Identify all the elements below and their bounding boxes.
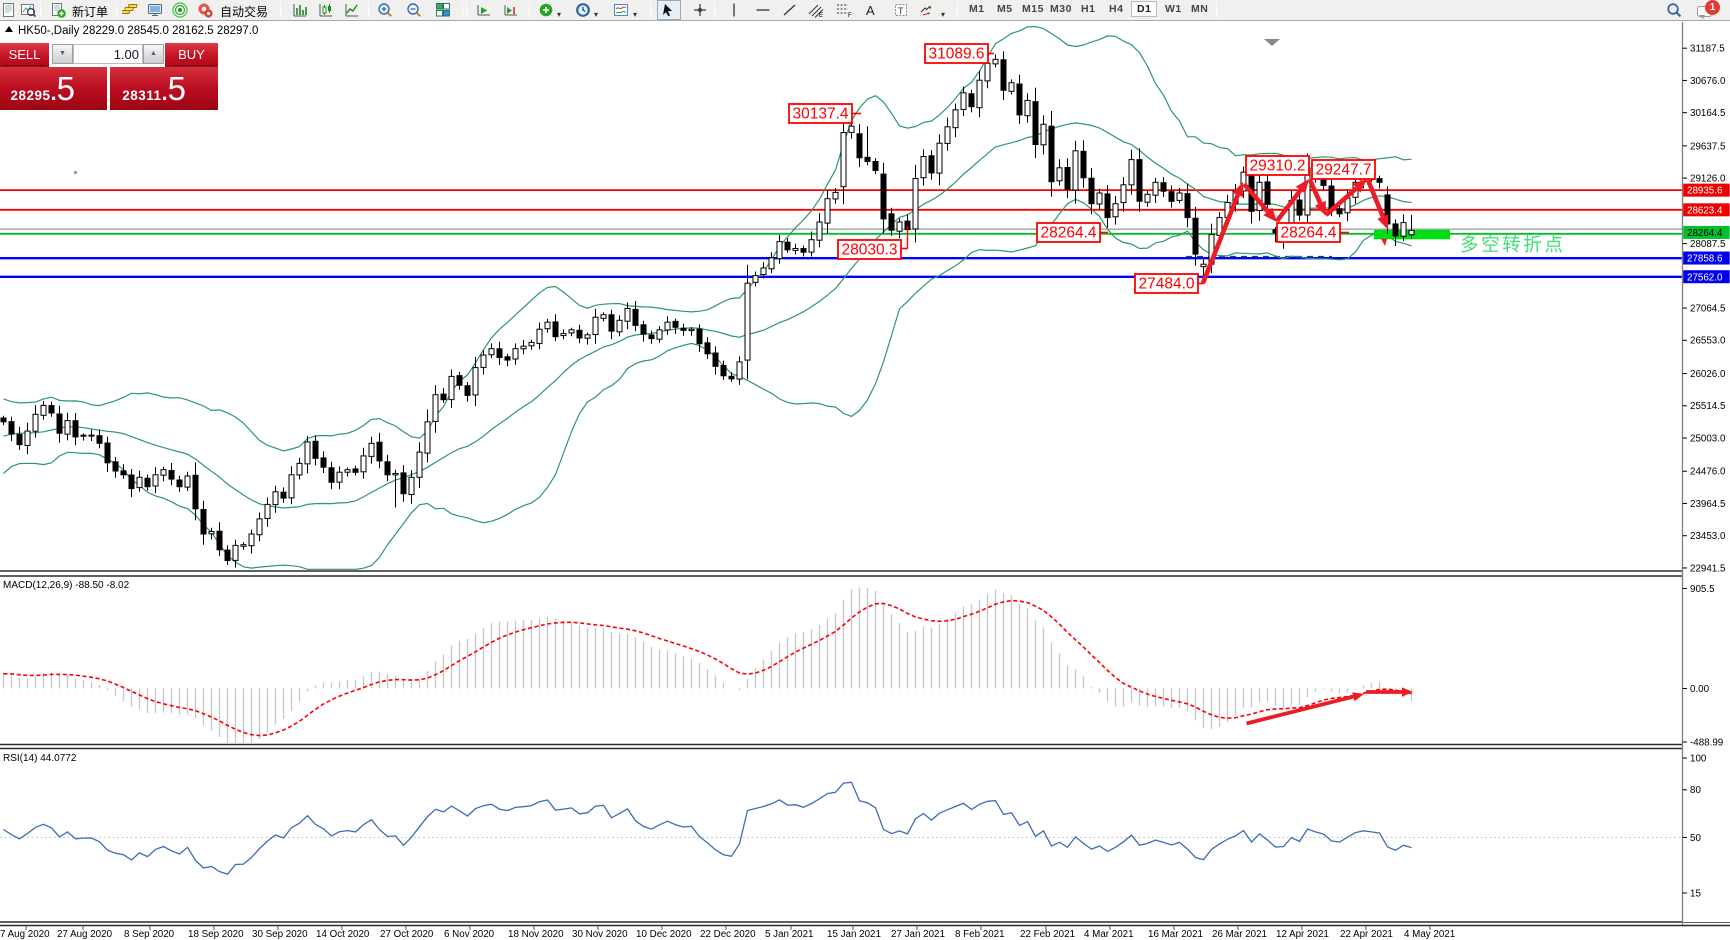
svg-text:24476.0: 24476.0 — [1690, 467, 1726, 478]
svg-text:28087.5: 28087.5 — [1690, 239, 1726, 250]
svg-text:27484.0: 27484.0 — [1138, 276, 1194, 293]
svg-text:31187.5: 31187.5 — [1690, 44, 1725, 55]
svg-text:0.00: 0.00 — [1690, 684, 1710, 695]
svg-text:28264.4: 28264.4 — [1687, 228, 1723, 239]
svg-text:27 Oct 2020: 27 Oct 2020 — [380, 929, 434, 940]
svg-text:27 Aug 2020: 27 Aug 2020 — [57, 929, 113, 940]
svg-text:F: F — [848, 13, 852, 18]
svg-text:905.5: 905.5 — [1690, 584, 1715, 595]
svg-text:25003.0: 25003.0 — [1690, 433, 1726, 444]
svg-text:6 Nov 2020: 6 Nov 2020 — [444, 929, 495, 940]
svg-text:18 Sep 2020: 18 Sep 2020 — [188, 929, 244, 940]
svg-text:22 Dec 2020: 22 Dec 2020 — [700, 929, 756, 940]
svg-text:23453.0: 23453.0 — [1690, 531, 1726, 542]
svg-text:26026.0: 26026.0 — [1690, 369, 1726, 380]
svg-text:28935.6: 28935.6 — [1687, 186, 1723, 197]
svg-text:22 Apr 2021: 22 Apr 2021 — [1340, 929, 1393, 940]
svg-text:28264.4: 28264.4 — [1280, 225, 1336, 242]
svg-text:30 Sep 2020: 30 Sep 2020 — [252, 929, 308, 940]
svg-text:30676.0: 30676.0 — [1690, 76, 1726, 87]
svg-text:12 Apr 2021: 12 Apr 2021 — [1276, 929, 1329, 940]
svg-text:29637.5: 29637.5 — [1690, 141, 1726, 152]
svg-text:80: 80 — [1690, 785, 1701, 796]
svg-text:MACD(12,26,9) -88.50 -8.02: MACD(12,26,9) -88.50 -8.02 — [3, 580, 130, 591]
svg-text:T: T — [898, 6, 904, 16]
svg-text:14 Oct 2020: 14 Oct 2020 — [316, 929, 370, 940]
svg-text:22 Feb 2021: 22 Feb 2021 — [1020, 929, 1075, 940]
svg-text:28264.4: 28264.4 — [1040, 225, 1096, 242]
svg-text:27064.5: 27064.5 — [1690, 303, 1726, 314]
svg-text:22941.5: 22941.5 — [1690, 563, 1726, 574]
svg-text:25514.5: 25514.5 — [1690, 401, 1726, 412]
svg-text:8 Feb 2021: 8 Feb 2021 — [955, 929, 1005, 940]
svg-text:29247.7: 29247.7 — [1315, 162, 1371, 179]
svg-text:100: 100 — [1690, 753, 1707, 764]
svg-text:15: 15 — [1690, 888, 1701, 899]
svg-text:RSI(14) 44.0772: RSI(14) 44.0772 — [3, 753, 77, 764]
svg-text:多空转折点: 多空转折点 — [1460, 234, 1566, 255]
svg-text:27562.0: 27562.0 — [1687, 272, 1723, 283]
svg-text:8 Sep 2020: 8 Sep 2020 — [124, 929, 175, 940]
svg-text:23964.5: 23964.5 — [1690, 499, 1726, 510]
svg-text:30137.4: 30137.4 — [792, 106, 848, 123]
svg-text:10 Dec 2020: 10 Dec 2020 — [636, 929, 692, 940]
svg-text:27 Jan 2021: 27 Jan 2021 — [891, 929, 945, 940]
svg-text:15 Jan 2021: 15 Jan 2021 — [827, 929, 881, 940]
svg-text:E: E — [819, 13, 823, 18]
svg-text:HK50-,Daily 28229.0 28545.0 2: HK50-,Daily 28229.0 28545.0 28162.5 2829… — [18, 25, 258, 37]
svg-text:28623.4: 28623.4 — [1687, 205, 1723, 216]
svg-text:-488.99: -488.99 — [1690, 737, 1723, 748]
svg-text:30 Nov 2020: 30 Nov 2020 — [572, 929, 628, 940]
svg-text:31089.6: 31089.6 — [928, 46, 984, 63]
svg-text:7 Aug 2020: 7 Aug 2020 — [0, 929, 50, 940]
svg-text:26 Mar 2021: 26 Mar 2021 — [1212, 929, 1267, 940]
svg-text:50: 50 — [1690, 833, 1701, 844]
svg-text:30164.5: 30164.5 — [1690, 108, 1726, 119]
svg-text:4 May 2021: 4 May 2021 — [1404, 929, 1455, 940]
svg-text:29310.2: 29310.2 — [1249, 158, 1305, 175]
svg-text:16 Mar 2021: 16 Mar 2021 — [1148, 929, 1203, 940]
svg-text:5 Jan 2021: 5 Jan 2021 — [765, 929, 813, 940]
svg-text:26553.0: 26553.0 — [1690, 336, 1726, 347]
svg-text:4 Mar 2021: 4 Mar 2021 — [1084, 929, 1134, 940]
svg-text:27858.6: 27858.6 — [1687, 254, 1723, 265]
svg-text:28030.3: 28030.3 — [841, 242, 897, 259]
svg-text:18 Nov 2020: 18 Nov 2020 — [508, 929, 564, 940]
svg-text:29126.0: 29126.0 — [1690, 174, 1726, 185]
